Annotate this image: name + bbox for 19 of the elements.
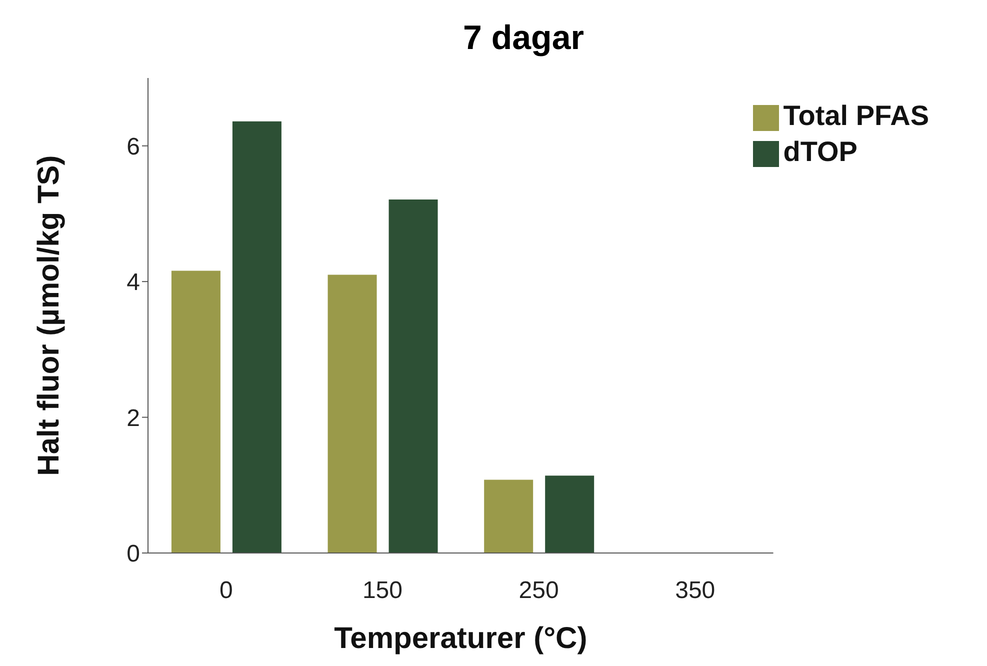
bar <box>484 480 534 553</box>
bar <box>545 476 594 553</box>
y-tick-label: 6 <box>126 133 140 160</box>
x-tick-label: 150 <box>362 577 403 604</box>
bar <box>328 274 377 553</box>
x-tick-label: 250 <box>518 577 559 604</box>
bar <box>232 121 282 553</box>
y-tick-label: 0 <box>126 540 140 568</box>
bar <box>388 199 438 553</box>
x-tick-label: 350 <box>675 577 716 604</box>
chart-title: 7 dagar <box>462 18 585 59</box>
bar <box>171 270 220 553</box>
y-axis-title: Halt fluor (µmol/kg TS) <box>32 155 66 476</box>
x-axis-title: Temperaturer (°C) <box>334 622 588 655</box>
y-tick-label: 4 <box>126 269 140 296</box>
legend-label: Total PFAS <box>783 100 929 131</box>
y-tick-label: 2 <box>126 404 140 432</box>
x-tick-label: 0 <box>219 577 233 604</box>
legend-label: dTOP <box>783 136 858 167</box>
